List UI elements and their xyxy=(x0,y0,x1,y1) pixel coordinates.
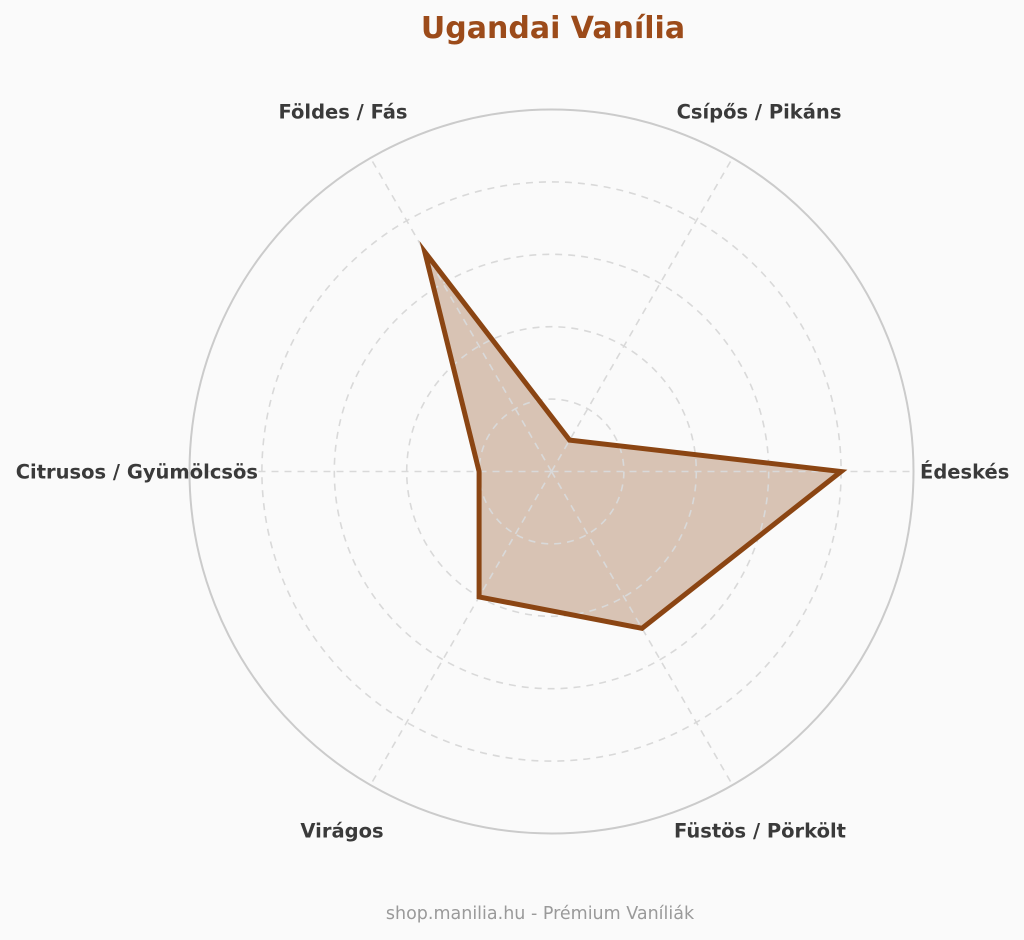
axis-label-citrusos-gyumolcsos: Citrusos / Gyümölcsös xyxy=(15,460,258,484)
data-polygon-fill xyxy=(424,252,842,629)
axis-label-edeskes: Édeskés xyxy=(920,460,1010,484)
outer-circle xyxy=(188,108,915,835)
axis-label-viragos: Virágos xyxy=(300,819,384,843)
axis-spoke xyxy=(550,471,734,786)
axis-label-fustos-porkolt: Füstös / Pörkölt xyxy=(673,819,847,843)
data-polygon-outline xyxy=(419,241,848,631)
grid-ring xyxy=(333,253,770,690)
axis-label-csipos-pikans: Csípős / Pikáns xyxy=(676,100,842,124)
axis-label-foldes-fas: Földes / Fás xyxy=(278,100,408,124)
axis-spoke xyxy=(550,157,734,472)
footer-credit: shop.manilia.hu - Prémium Vaníliák xyxy=(385,904,695,924)
axis-spoke xyxy=(369,471,553,786)
axis-spoke xyxy=(369,157,553,472)
chart-title: Ugandai Vanília xyxy=(420,11,686,46)
